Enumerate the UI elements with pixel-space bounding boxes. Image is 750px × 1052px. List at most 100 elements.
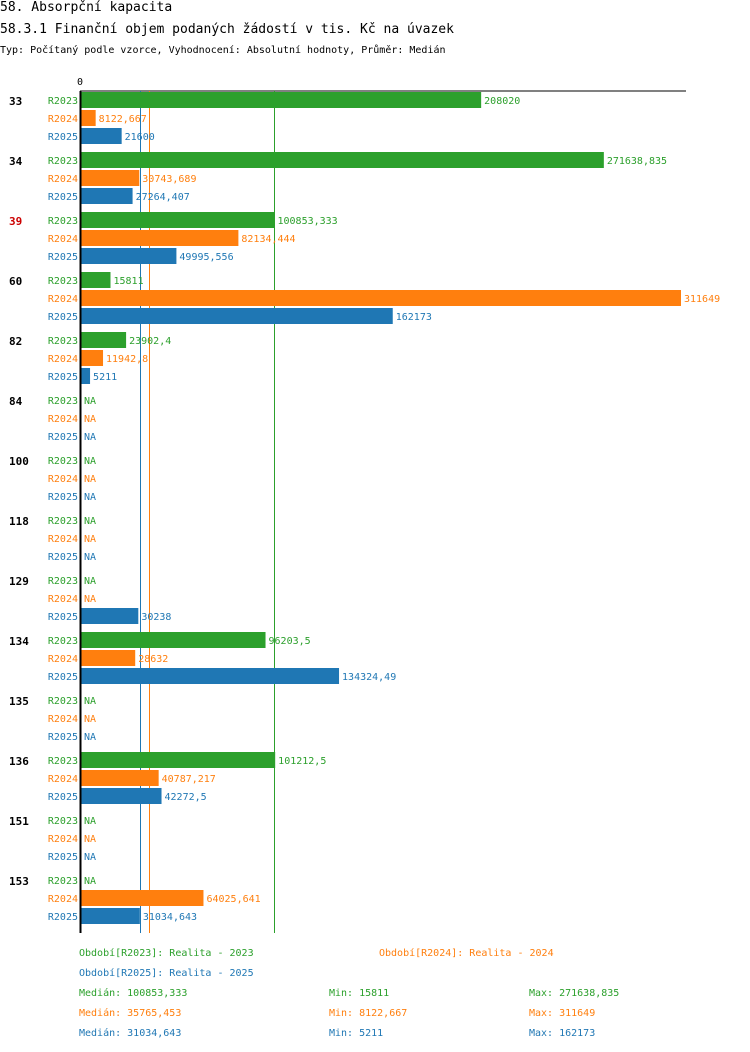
value-label-153-r2024: 64025,641 [206, 894, 260, 905]
bar-39-r2024 [81, 230, 239, 246]
series-label-84-r2023: R2023 [48, 396, 78, 407]
bar-153-r2025 [81, 908, 140, 924]
na-label-135-r2025: NA [84, 732, 96, 743]
legend-r2024: Období[R2024]: Realita - 2024 [379, 948, 554, 959]
na-label-100-r2025: NA [84, 492, 96, 503]
value-label-34-r2025: 27264,407 [136, 192, 190, 203]
na-label-100-r2024: NA [84, 474, 96, 485]
value-label-134-r2025: 134324,49 [342, 672, 396, 683]
bar-136-r2025 [81, 788, 162, 804]
value-label-134-r2023: 96203,5 [269, 636, 311, 647]
value-label-60-r2024: 311649 [684, 294, 720, 305]
value-label-136-r2024: 40787,217 [162, 774, 216, 785]
bar-60-r2023 [81, 272, 111, 288]
bar-39-r2023 [81, 212, 275, 228]
category-label-60: 60 [9, 275, 22, 288]
series-label-100-r2023: R2023 [48, 456, 78, 467]
series-label-84-r2025: R2025 [48, 432, 78, 443]
bar-34-r2023 [81, 152, 604, 168]
series-label-129-r2023: R2023 [48, 576, 78, 587]
bar-153-r2024 [81, 890, 204, 906]
value-label-39-r2024: 82134,444 [241, 234, 295, 245]
series-label-135-r2025: R2025 [48, 732, 78, 743]
na-label-118-r2024: NA [84, 534, 96, 545]
series-label-135-r2023: R2023 [48, 696, 78, 707]
category-label-129: 129 [9, 575, 29, 588]
na-label-135-r2023: NA [84, 696, 96, 707]
series-label-129-r2025: R2025 [48, 612, 78, 623]
chart-subtitle: Typ: Počítaný podle vzorce, Vyhodnocení:… [0, 45, 446, 56]
value-label-129-r2025: 30238 [141, 612, 171, 623]
series-label-60-r2023: R2023 [48, 276, 78, 287]
value-label-82-r2025: 5211 [93, 372, 117, 383]
series-label-33-r2024: R2024 [48, 114, 78, 125]
bar-39-r2025 [81, 248, 177, 264]
series-label-39-r2023: R2023 [48, 216, 78, 227]
category-label-134: 134 [9, 635, 29, 648]
series-label-151-r2025: R2025 [48, 852, 78, 863]
series-label-153-r2024: R2024 [48, 894, 78, 905]
na-label-153-r2023: NA [84, 876, 96, 887]
na-label-100-r2023: NA [84, 456, 96, 467]
bar-134-r2025 [81, 668, 340, 684]
category-label-151: 151 [9, 815, 29, 828]
category-label-34: 34 [9, 155, 23, 168]
value-label-60-r2025: 162173 [396, 312, 432, 323]
series-label-34-r2025: R2025 [48, 192, 78, 203]
stat-max-r2025: Max: 162173 [529, 1028, 596, 1039]
legend-r2025: Období[R2025]: Realita - 2025 [79, 968, 254, 979]
category-label-33: 33 [9, 95, 22, 108]
legend-r2023: Období[R2023]: Realita - 2023 [79, 948, 254, 959]
bar-33-r2024 [81, 110, 96, 126]
series-label-100-r2025: R2025 [48, 492, 78, 503]
series-label-129-r2024: R2024 [48, 594, 78, 605]
value-label-33-r2024: 8122,667 [99, 114, 147, 125]
series-label-39-r2024: R2024 [48, 234, 78, 245]
na-label-151-r2025: NA [84, 852, 96, 863]
na-label-129-r2023: NA [84, 576, 96, 587]
series-label-134-r2023: R2023 [48, 636, 78, 647]
na-label-118-r2025: NA [84, 552, 96, 563]
section-title: 58. Absorpční kapacita [0, 0, 173, 15]
na-label-84-r2025: NA [84, 432, 96, 443]
category-label-136: 136 [9, 755, 29, 768]
bar-34-r2024 [81, 170, 140, 186]
bar-82-r2025 [81, 368, 91, 384]
series-label-153-r2023: R2023 [48, 876, 78, 887]
series-label-60-r2024: R2024 [48, 294, 78, 305]
series-label-118-r2025: R2025 [48, 552, 78, 563]
bar-33-r2023 [81, 92, 482, 108]
bar-134-r2023 [81, 632, 266, 648]
category-label-84: 84 [9, 395, 23, 408]
stat-max-r2024: Max: 311649 [529, 1008, 596, 1019]
series-label-134-r2024: R2024 [48, 654, 78, 665]
bar-136-r2023 [81, 752, 276, 768]
bar-60-r2025 [81, 308, 393, 324]
bar-136-r2024 [81, 770, 159, 786]
category-label-100: 100 [9, 455, 29, 468]
na-label-135-r2024: NA [84, 714, 96, 725]
series-label-34-r2024: R2024 [48, 174, 78, 185]
na-label-151-r2023: NA [84, 816, 96, 827]
na-label-84-r2023: NA [84, 396, 96, 407]
value-label-136-r2023: 101212,5 [278, 756, 326, 767]
series-label-60-r2025: R2025 [48, 312, 78, 323]
series-label-33-r2025: R2025 [48, 132, 78, 143]
series-label-153-r2025: R2025 [48, 912, 78, 923]
series-label-118-r2024: R2024 [48, 534, 78, 545]
series-label-134-r2025: R2025 [48, 672, 78, 683]
series-label-84-r2024: R2024 [48, 414, 78, 425]
stat-min-r2023: Min: 15811 [329, 988, 390, 999]
bar-82-r2024 [81, 350, 104, 366]
stat-median-r2024: Medián: 35765,453 [79, 1008, 182, 1019]
stat-max-r2023: Max: 271638,835 [529, 988, 620, 999]
chart-title: 58.3.1 Finanční objem podaných žádostí v… [0, 22, 454, 37]
bar-129-r2025 [81, 608, 139, 624]
na-label-84-r2024: NA [84, 414, 96, 425]
category-label-135: 135 [9, 695, 29, 708]
bar-134-r2024 [81, 650, 136, 666]
series-label-136-r2024: R2024 [48, 774, 78, 785]
category-label-82: 82 [9, 335, 22, 348]
value-label-136-r2025: 42272,5 [165, 792, 207, 803]
